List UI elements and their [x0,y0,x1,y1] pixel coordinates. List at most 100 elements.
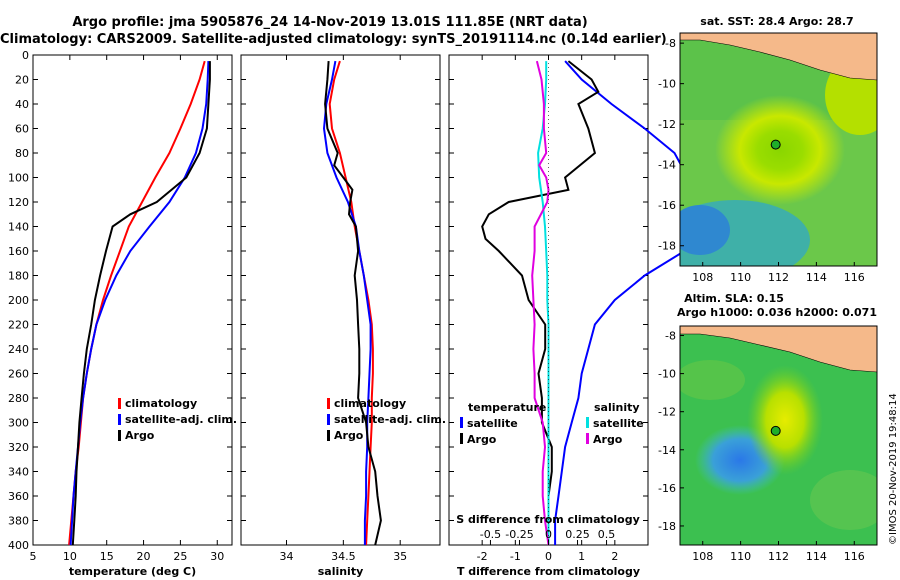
legend-label: satellite-adj. clim. [334,413,446,426]
map-y-tick-label: -10 [658,368,676,381]
legend-swatch [118,414,121,425]
title-line-2: Climatology: CARS2009. Satellite-adjuste… [0,32,667,47]
y-tick-label: 380 [8,515,29,528]
temperature-series-argo [71,61,211,546]
legend-swatch [327,398,330,409]
map-y-tick-label: -8 [665,37,676,50]
legend-swatch [460,417,463,428]
salinity-scale-tick-label: 0 [545,528,552,541]
x-tick-label: 35 [393,550,407,563]
title-line-1: Argo profile: jma 5905876_24 14-Nov-2019… [72,15,588,30]
map-x-tick-label: 112 [768,550,789,563]
y-tick-label: 120 [8,196,29,209]
sla-map: Altim. SLA: 0.15 Argo h1000: 0.036 h2000… [658,292,878,563]
map-y-tick-label: -14 [658,444,676,457]
map-y-tick-label: -18 [658,240,676,253]
salinity-scale-tick-label: 0.25 [565,528,590,541]
y-tick-label: 360 [8,490,29,503]
y-tick-label: 100 [8,172,29,185]
y-tick-label: 260 [8,368,29,381]
legend-swatch [118,398,121,409]
salinity-panel: 34 34.5 35 salinity climatology satellite-adj… [240,54,446,578]
difference-series-temperature-satellite [554,60,709,545]
sst-land-java [680,33,877,81]
salinity-scale-label: S difference from climatology [456,513,640,526]
y-tick-label: 240 [8,343,29,356]
difference-series-temperature-argo [481,60,600,545]
temperature-panel: 0 20 40 60 80 100 120 140 160 180 200 220 240 260 280 3… [8,49,237,578]
legend-label: satellite [593,417,644,430]
y-tick-label: 140 [8,221,29,234]
legend-label: Argo [467,433,497,446]
salinity-series-argo [324,61,382,546]
legend-label: satellite-adj. clim. [125,413,237,426]
legend-swatch [327,414,330,425]
x-tick-label: -1 [510,550,521,563]
y-tick-label: 200 [8,294,29,307]
y-tick-label: 340 [8,466,29,479]
map-x-tick-label: 114 [806,271,827,284]
sla-land-java [680,326,877,373]
map-x-tick-label: 116 [844,271,865,284]
map-x-tick-label: 112 [768,271,789,284]
sla-map-subtitle: Argo h1000: 0.036 h2000: 0.071 [677,306,877,319]
legend-label: Argo [334,429,364,442]
y-tick-label: 160 [8,245,29,258]
sla-map-title: Altim. SLA: 0.15 [684,292,784,305]
map-x-tick-label: 110 [730,271,751,284]
sst-map-title: sat. SST: 28.4 Argo: 28.7 [700,15,853,28]
map-y-tick-label: -18 [658,520,676,533]
salinity-scale-tick-label: -0.5 [480,528,501,541]
x-tick-label: 34.5 [331,550,356,563]
x-tick-label: 34 [279,550,293,563]
map-y-tick-label: -14 [658,159,676,172]
sst-argo-marker [770,139,781,150]
y-tick-label: 0 [22,49,29,62]
map-x-tick-label: 110 [730,550,751,563]
salinity-scale-tick-label: 0.5 [598,528,616,541]
y-tick-label: 320 [8,441,29,454]
x-tick-label: 1 [578,550,585,563]
y-tick-label: 300 [8,417,29,430]
map-y-tick-label: -12 [658,118,676,131]
legend-label: Argo [125,429,155,442]
x-tick-label: 25 [173,550,187,563]
legend-swatch [118,430,121,441]
legend-label: satellite [467,417,518,430]
figure-title: Argo profile: jma 5905876_24 14-Nov-2019… [0,14,667,48]
x-tick-label: 15 [100,550,114,563]
map-y-tick-label: -12 [658,406,676,419]
temperature-series-climatology [68,60,206,546]
salinity-xlabel: salinity [318,565,364,578]
salinity-scale-tick-label: -0.25 [505,528,533,541]
map-y-tick-label: -8 [665,330,676,343]
x-tick-label: 2 [611,550,618,563]
x-tick-label: 10 [63,550,77,563]
legend-temperature-title: temperature [468,401,546,414]
legend-swatch [327,430,330,441]
legend-label: Argo [593,433,623,446]
y-tick-label: 40 [15,98,29,111]
y-tick-label: 20 [15,74,29,87]
sla-high-eddy [747,365,823,475]
sst-warm-eddy [715,95,845,205]
x-tick-label: -2 [477,550,488,563]
map-y-tick-label: -16 [658,482,676,495]
map-x-tick-label: 108 [692,550,713,563]
y-tick-label: 220 [8,319,29,332]
difference-xlabel: T difference from climatology [457,565,640,578]
salinity-series-climatology [328,60,374,546]
x-tick-label: 5 [30,550,37,563]
map-y-tick-label: -10 [658,78,676,91]
legend-swatch [586,417,589,428]
x-tick-label: 0 [545,550,552,563]
temperature-xlabel: temperature (deg C) [69,565,196,578]
y-tick-label: 400 [8,539,29,552]
map-x-tick-label: 116 [844,550,865,563]
map-y-tick-label: -16 [658,199,676,212]
x-tick-label: 30 [210,550,224,563]
x-tick-label: 20 [137,550,151,563]
legend-salinity-title: salinity [594,401,640,414]
